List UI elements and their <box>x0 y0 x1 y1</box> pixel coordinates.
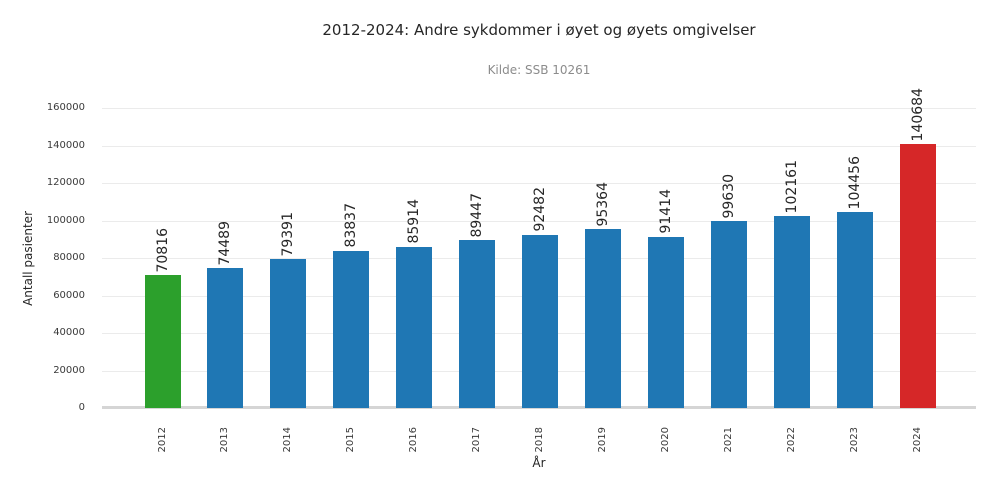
y-tick-label: 140000 <box>46 139 85 151</box>
bar-2017 <box>459 240 496 408</box>
bar-value-label: 89447 <box>469 192 486 238</box>
y-tick-label: 20000 <box>53 364 85 376</box>
x-tick-label: 2012 <box>156 427 168 453</box>
x-tick-label: 2023 <box>848 427 860 453</box>
bar-2015 <box>333 250 370 408</box>
x-tick-label: 2022 <box>785 427 797 453</box>
bar-value-label: 95364 <box>594 181 611 227</box>
x-tick-label: 2013 <box>219 427 231 453</box>
y-tick-label: 100000 <box>46 214 85 226</box>
x-tick-label: 2024 <box>911 427 923 453</box>
gridline <box>102 108 976 109</box>
bar-2022 <box>773 216 810 408</box>
bar-value-label: 85914 <box>406 199 423 244</box>
gridline <box>102 145 976 147</box>
bar-2023 <box>836 212 873 408</box>
x-tick-label: 2018 <box>534 427 545 453</box>
bar-value-label: 92482 <box>532 187 548 232</box>
bar-value-label: 83837 <box>343 203 360 248</box>
bar-2020 <box>647 236 684 408</box>
bar-2016 <box>396 246 433 408</box>
x-tick-label: 2021 <box>722 427 734 453</box>
y-tick-label: 60000 <box>53 289 85 301</box>
x-tick-label: 2016 <box>408 427 420 453</box>
bar-value-label: 74489 <box>217 220 234 266</box>
bar-value-label: 79391 <box>280 211 297 257</box>
bar-2024 <box>899 144 936 408</box>
y-tick-label: 0 <box>78 402 85 413</box>
bar-2018 <box>522 234 558 408</box>
chart-subtitle: Kilde: SSB 10261 <box>487 63 591 77</box>
bar-value-label: 91414 <box>657 189 674 234</box>
bar-value-label: 104456 <box>846 155 863 210</box>
plot-area: 70816 74489 79391 83837 85914 89447 92482 95364… <box>102 88 976 409</box>
bar-2021 <box>710 221 747 408</box>
bar-value-label: 140684 <box>909 87 926 142</box>
x-axis-label: År <box>532 456 546 470</box>
bar-2019 <box>584 229 621 408</box>
y-tick-label: 80000 <box>53 252 85 263</box>
bar-value-label: 70816 <box>154 227 171 273</box>
bar-value-label: 102161 <box>783 160 800 214</box>
bar-2014 <box>270 259 307 408</box>
y-tick-label: 40000 <box>53 327 85 338</box>
bar-2013 <box>207 268 244 408</box>
y-tick-label: 120000 <box>46 177 85 188</box>
bar-value-label: 99630 <box>720 173 737 219</box>
chart-title: 2012-2024: Andre sykdommer i øyet og øye… <box>322 21 756 39</box>
x-tick-label: 2014 <box>282 427 294 453</box>
x-tick-label: 2020 <box>659 427 671 453</box>
bar-2012 <box>144 275 181 408</box>
x-tick-label: 2015 <box>345 427 357 453</box>
x-tick-label: 2019 <box>596 427 608 453</box>
x-tick-label: 2017 <box>471 427 483 453</box>
y-tick-label: 160000 <box>46 102 85 113</box>
gridline <box>102 183 976 184</box>
gridline <box>102 220 976 222</box>
